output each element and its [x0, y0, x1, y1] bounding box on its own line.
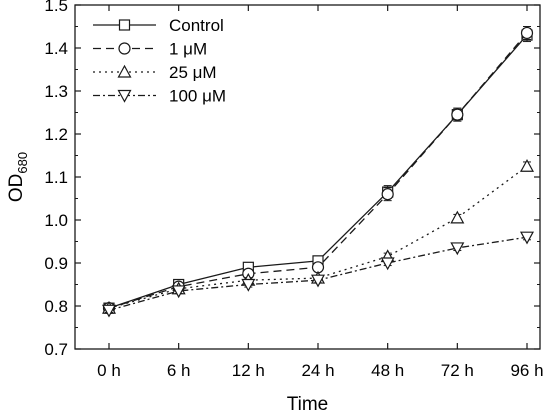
x-tick-label: 12 h — [232, 361, 265, 380]
data-point — [451, 108, 464, 121]
y-tick-label: 1.1 — [44, 168, 68, 187]
data-point — [380, 257, 395, 271]
data-point — [450, 242, 465, 256]
data-point — [101, 304, 117, 318]
series-2 — [102, 26, 534, 315]
legend-item: 25 μM — [93, 63, 217, 82]
x-axis-title: Time — [287, 394, 329, 415]
data-point — [520, 26, 534, 40]
legend-marker — [118, 42, 131, 55]
y-tick-label: 1.3 — [44, 82, 68, 101]
data-point — [519, 231, 535, 245]
x-tick-label: 96 h — [510, 361, 543, 380]
plot-area — [74, 4, 541, 350]
series-layer — [101, 26, 535, 318]
data-point — [519, 158, 535, 172]
legend-item: 100 μM — [93, 87, 226, 106]
y-tick-label: 1.2 — [44, 125, 68, 144]
series-4 — [101, 231, 535, 318]
y-tick-label: 0.8 — [44, 297, 68, 316]
legend: Control 1 μM 25 μM 100 μM — [93, 16, 226, 106]
legend-label: 25 μM — [169, 63, 217, 82]
legend-item: 1 μM — [93, 40, 207, 59]
data-point — [241, 278, 256, 292]
x-tick-label: 0 h — [97, 361, 121, 380]
data-point — [310, 274, 326, 288]
legend-marker — [118, 19, 131, 31]
y-tick-label: 0.7 — [44, 340, 68, 359]
y-tick-label: 1.4 — [44, 39, 68, 58]
y-axis-ticks: 0.7 0.8 0.9 1.0 1.1 1.2 1.3 1.4 1.5 — [44, 0, 540, 359]
data-point — [450, 210, 465, 224]
legend-item: Control — [93, 16, 224, 35]
x-tick-label: 6 h — [167, 361, 191, 380]
data-point — [381, 188, 394, 201]
y-axis-title: OD680 — [6, 152, 30, 202]
legend-label: 100 μM — [169, 87, 226, 106]
y-axis-title-main: OD — [6, 174, 27, 203]
legend-label: 1 μM — [169, 40, 207, 59]
legend-marker — [117, 89, 132, 103]
y-axis-title-subscript: 680 — [15, 152, 30, 174]
data-point — [171, 285, 186, 299]
y-tick-label: 1.0 — [44, 211, 68, 230]
x-tick-label: 24 h — [301, 361, 334, 380]
x-axis-ticks: 0 h 6 h 12 h 24 h 48 h 72 h 96 h — [97, 5, 544, 380]
y-tick-label: 0.9 — [44, 254, 68, 273]
x-tick-label: 72 h — [441, 361, 474, 380]
plot-frame — [74, 4, 541, 350]
legend-marker — [117, 64, 132, 78]
series-3 — [101, 158, 535, 314]
x-tick-label: 48 h — [371, 361, 404, 380]
legend-label: Control — [169, 16, 224, 35]
y-tick-label: 1.5 — [44, 0, 68, 15]
